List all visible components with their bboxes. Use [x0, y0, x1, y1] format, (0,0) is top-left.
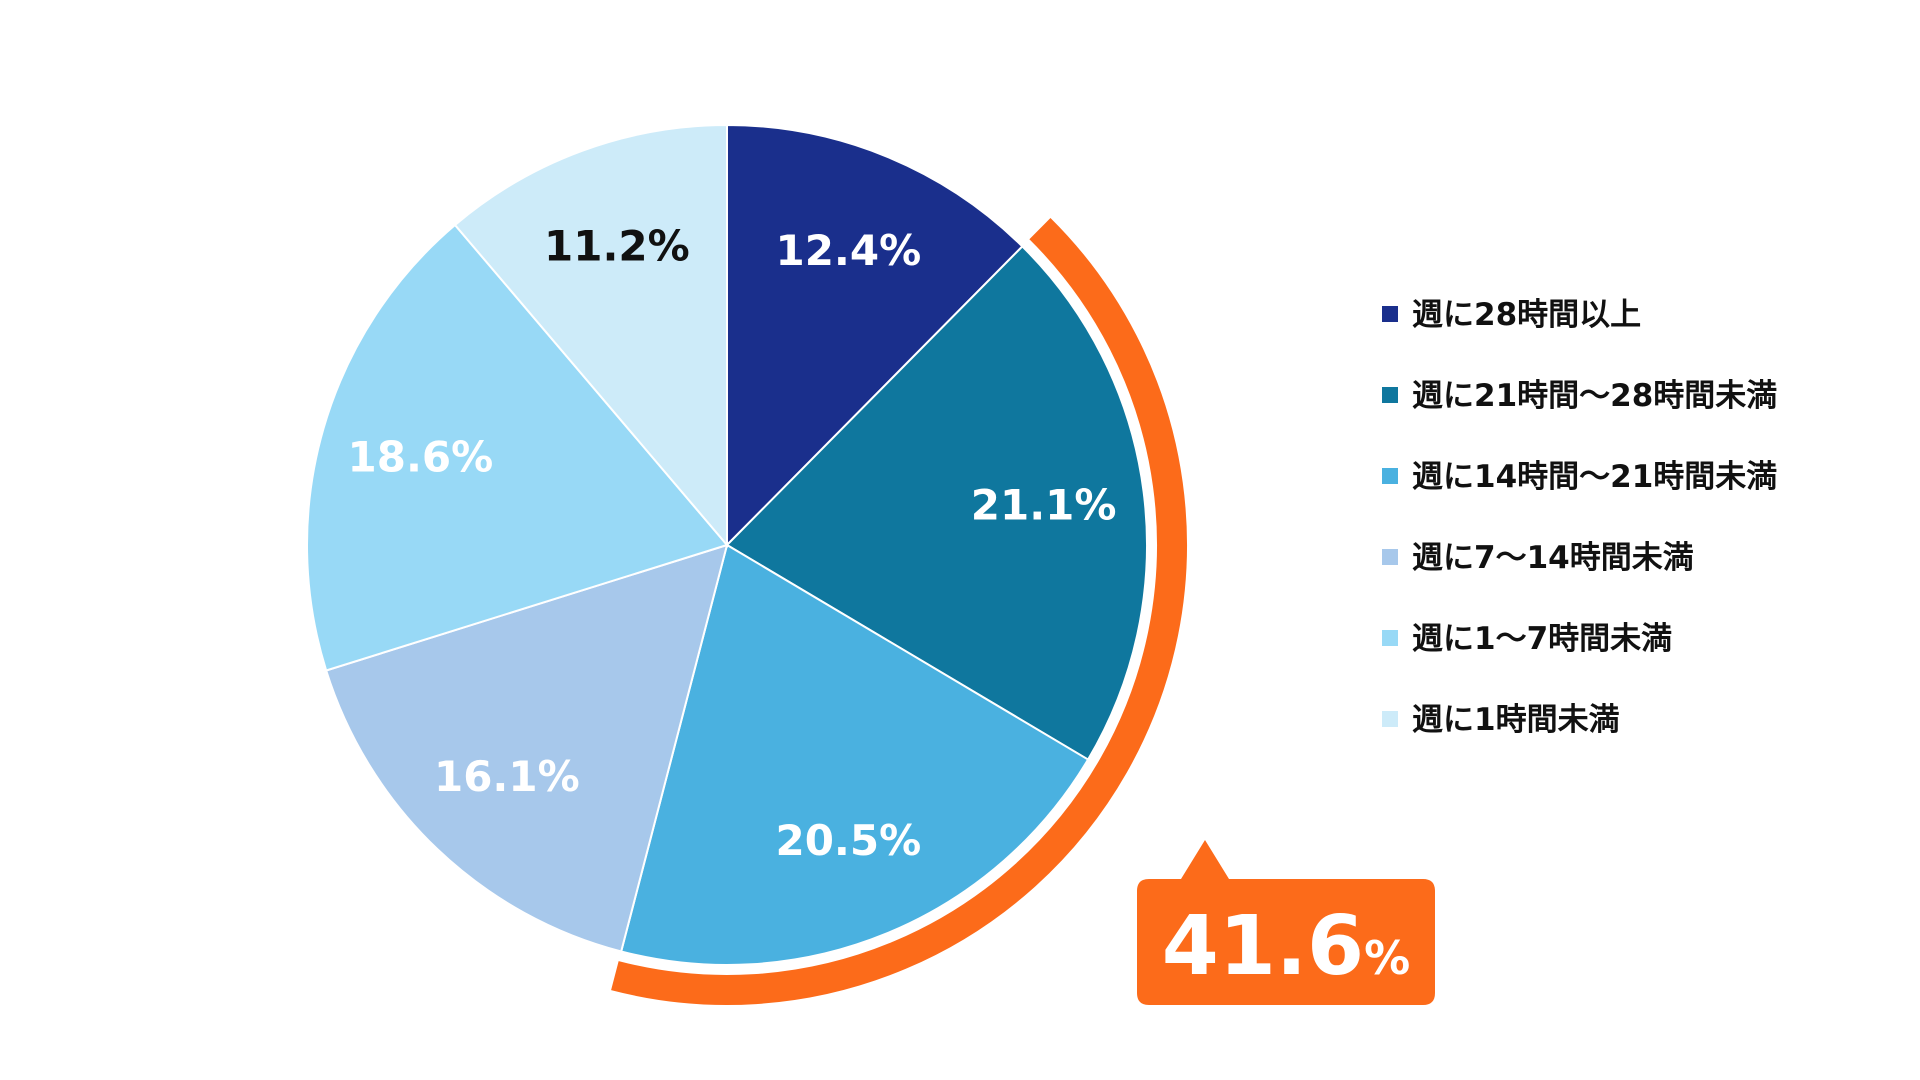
callout-unit: % — [1364, 931, 1410, 985]
legend-swatch-1 — [1382, 306, 1398, 322]
pie-slices — [306, 123, 1148, 966]
pie-slice-4 — [324, 543, 729, 953]
slice-labels: 12.4% 21.1% 20.5% 16.1% 18.6% 11.2% — [348, 221, 1117, 865]
callout-box — [1137, 840, 1435, 1005]
legend-label-3: 週に14時間〜21時間未満 — [1412, 459, 1777, 495]
callout-value: 41.6 — [1162, 899, 1364, 994]
legend-label-1: 週に28時間以上 — [1412, 297, 1641, 333]
legend-label-6: 週に1時間未満 — [1412, 702, 1620, 738]
pie-slice-2 — [725, 244, 1148, 761]
slice-value-label-3: 20.5% — [775, 816, 921, 865]
legend-swatch-5 — [1382, 630, 1398, 646]
pie-slice-1 — [726, 123, 1024, 548]
highlight-callout: 41.6% — [1137, 840, 1435, 1005]
pie-slice-6 — [453, 123, 728, 548]
legend-swatch-4 — [1382, 549, 1398, 565]
legend: 週に28時間以上週に21時間〜28時間未満週に14時間〜21時間未満週に7〜14… — [1382, 297, 1777, 738]
pie-slice-3 — [619, 543, 1090, 966]
slice-value-label-4: 16.1% — [434, 752, 580, 801]
highlight-arc — [611, 217, 1187, 1005]
svg-text:41.6%: 41.6% — [1162, 899, 1410, 994]
legend-label-4: 週に7〜14時間未満 — [1412, 540, 1694, 576]
legend-swatch-2 — [1382, 387, 1398, 403]
legend-label-2: 週に21時間〜28時間未満 — [1412, 378, 1777, 414]
legend-label-5: 週に1〜7時間未満 — [1412, 621, 1672, 657]
slice-value-label-1: 12.4% — [775, 226, 921, 275]
legend-swatch-6 — [1382, 711, 1398, 727]
pie-slice-5 — [306, 223, 729, 672]
slice-value-label-2: 21.1% — [971, 480, 1117, 529]
legend-swatch-3 — [1382, 468, 1398, 484]
slice-value-label-5: 18.6% — [348, 432, 494, 481]
slice-value-label-6: 11.2% — [544, 221, 690, 270]
